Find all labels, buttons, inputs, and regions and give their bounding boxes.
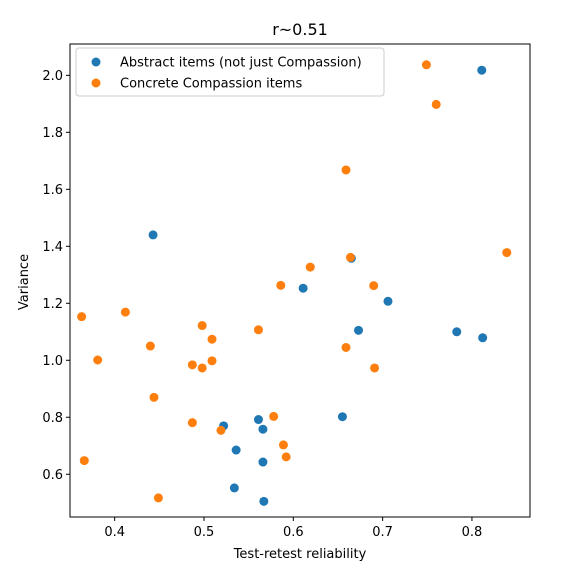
chart-title: r~0.51 — [272, 20, 328, 39]
legend-marker — [91, 57, 101, 67]
y-tick-label: 1.2 — [42, 297, 63, 312]
x-axis: 0.4 0.5 0.6 0.7 0.8 — [104, 517, 482, 540]
legend-label: Concrete Compassion items — [120, 77, 302, 92]
legend-label: Abstract items (not just Compassion) — [120, 56, 362, 71]
data-point — [370, 363, 380, 373]
data-point — [431, 99, 441, 109]
y-tick-label: 0.8 — [42, 411, 63, 426]
x-tick-label: 0.8 — [462, 525, 483, 540]
data-point — [207, 334, 217, 344]
data-point — [383, 296, 393, 306]
data-point — [145, 341, 155, 351]
x-tick-label: 0.4 — [104, 525, 125, 540]
x-tick-label: 0.6 — [283, 525, 304, 540]
data-point — [207, 356, 217, 366]
data-point — [276, 280, 286, 290]
y-tick-label: 0.6 — [42, 468, 63, 483]
data-point — [216, 425, 226, 435]
data-point — [478, 333, 488, 343]
data-point — [502, 248, 512, 258]
y-tick-label: 1.6 — [42, 183, 63, 198]
data-point — [269, 411, 279, 421]
data-point — [93, 355, 103, 365]
data-point — [341, 342, 351, 352]
y-tick-label: 1.8 — [42, 126, 63, 141]
x-tick-label: 0.5 — [194, 525, 215, 540]
y-axis-label: Variance — [17, 254, 32, 310]
data-point — [153, 493, 163, 503]
y-tick-label: 1.0 — [42, 354, 63, 369]
data-point — [197, 321, 207, 331]
x-axis-label: Test-retest reliability — [233, 547, 367, 562]
data-point — [337, 412, 347, 422]
data-point — [341, 165, 351, 175]
data-point — [258, 424, 268, 434]
data-point — [79, 456, 89, 466]
data-point — [187, 418, 197, 428]
data-point — [259, 496, 269, 506]
legend: Abstract items (not just Compassion) Conc… — [75, 47, 385, 97]
data-point — [77, 312, 87, 322]
data-point — [148, 230, 158, 240]
data-point — [369, 281, 379, 291]
data-point — [253, 415, 263, 425]
data-point — [253, 325, 263, 335]
series-2 — [77, 60, 512, 503]
data-point — [477, 65, 487, 75]
data-point — [278, 440, 288, 450]
y-tick-label: 1.4 — [42, 240, 63, 255]
data-point — [187, 360, 197, 370]
data-point — [345, 252, 355, 262]
legend-box — [75, 47, 385, 97]
data-point — [149, 392, 159, 402]
data-point — [305, 262, 315, 272]
data-point — [229, 483, 239, 493]
data-point — [120, 307, 130, 317]
series-1 — [148, 65, 488, 506]
data-point — [452, 327, 462, 337]
data-point — [281, 452, 291, 462]
data-point — [197, 363, 207, 373]
plot-frame — [69, 43, 531, 518]
data-point — [231, 445, 241, 455]
plot-area — [69, 43, 531, 518]
data-point — [298, 283, 308, 293]
x-tick-label: 0.7 — [372, 525, 393, 540]
y-axis: 0.6 0.8 1.0 1.2 1.4 1.6 1.8 2.0 — [42, 69, 70, 483]
y-tick-label: 2.0 — [42, 69, 63, 84]
data-point — [258, 457, 268, 467]
legend-marker — [91, 78, 101, 88]
data-point — [421, 60, 431, 70]
data-point — [354, 325, 364, 335]
